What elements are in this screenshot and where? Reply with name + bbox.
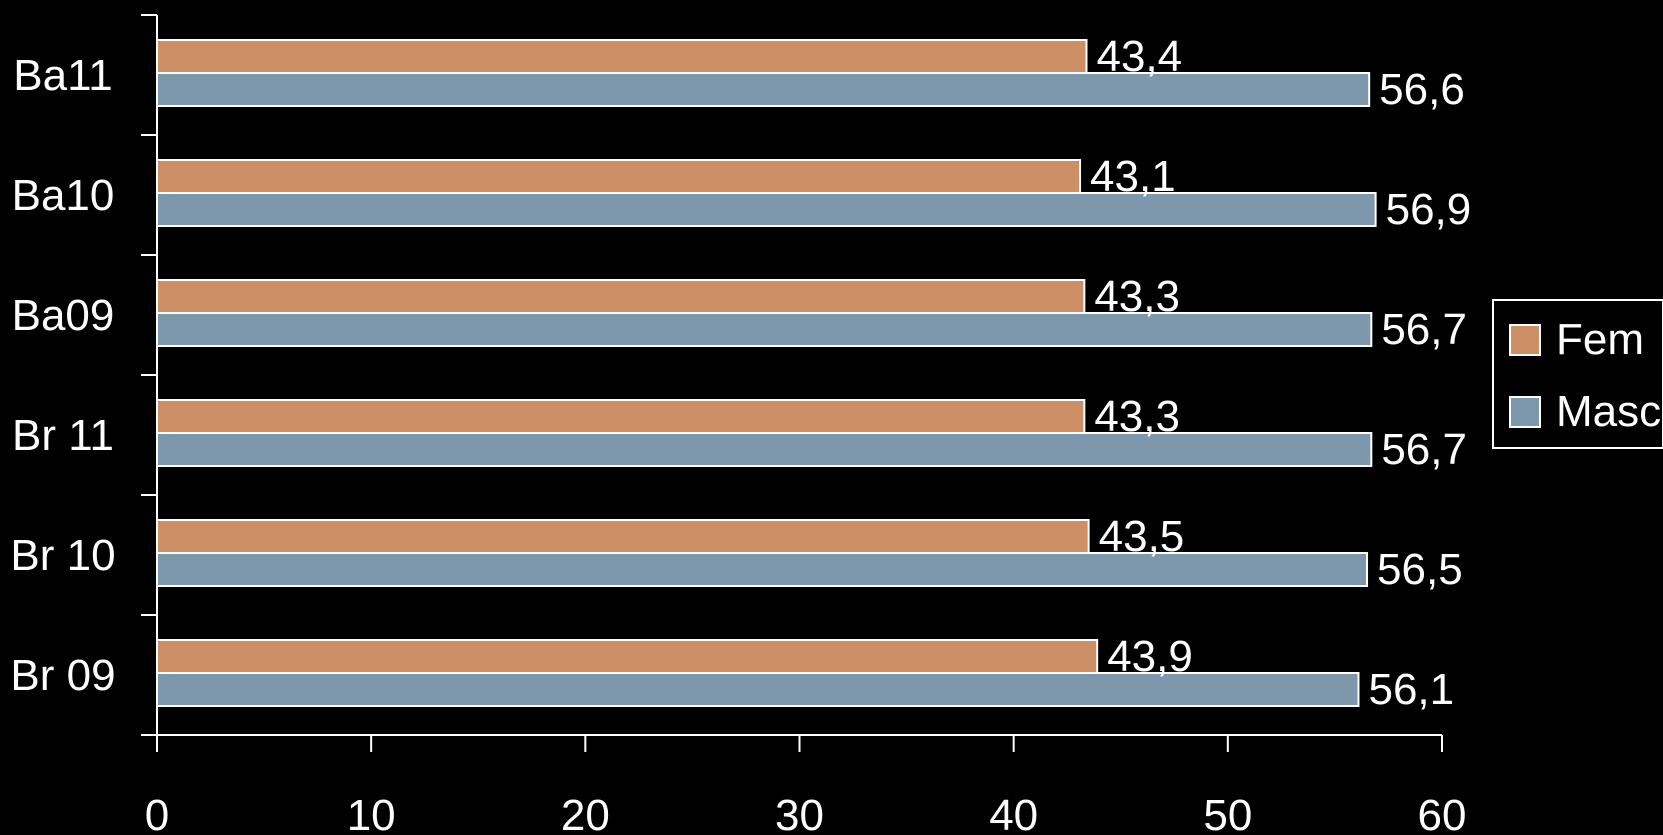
x-tick-label: 60 <box>1418 791 1467 835</box>
data-label: 56,9 <box>1386 185 1472 234</box>
bar-fem <box>156 39 1088 74</box>
bar-masc <box>156 432 1373 467</box>
x-tick-label: 50 <box>1203 791 1252 835</box>
bar-fem <box>156 279 1086 314</box>
data-label: 56,5 <box>1377 545 1463 594</box>
labels: Ba11 Ba10 Ba09 Br 11 Br 10 Br 09 43,4 56,6 43,1 5… <box>10 32 1471 714</box>
category-label: Br 10 <box>10 531 115 580</box>
category-label: Br 11 <box>12 411 114 460</box>
x-tick-label: 20 <box>561 791 610 835</box>
x-tick-label: 40 <box>989 791 1038 835</box>
legend: Fem Masc <box>1492 299 1663 449</box>
axes: 0 10 20 30 40 50 60 <box>141 14 1467 835</box>
bar-fem <box>156 639 1099 674</box>
legend-swatch-masc <box>1509 396 1541 428</box>
data-label: 43,9 <box>1107 632 1193 681</box>
x-tick-label: 30 <box>775 791 824 835</box>
bar-masc <box>156 672 1360 707</box>
data-label: 43,3 <box>1094 272 1180 321</box>
bars <box>156 39 1377 707</box>
bar-masc <box>156 192 1377 227</box>
category-label: Ba10 <box>12 171 115 220</box>
data-label: 43,1 <box>1090 152 1176 201</box>
legend-swatch-fem <box>1509 324 1541 356</box>
data-label: 43,5 <box>1099 512 1185 561</box>
bar-fem <box>156 159 1082 194</box>
bar-masc <box>156 72 1371 107</box>
bar-fem <box>156 519 1090 554</box>
data-label: 56,1 <box>1368 665 1454 714</box>
x-tick-label: 10 <box>347 791 396 835</box>
legend-box <box>1492 299 1663 449</box>
data-label: 43,4 <box>1096 32 1182 81</box>
legend-label-masc: Masc <box>1556 387 1661 436</box>
data-label: 56,7 <box>1381 305 1467 354</box>
category-label: Ba09 <box>12 291 115 340</box>
data-label: 56,7 <box>1381 425 1467 474</box>
category-label: Br 09 <box>10 651 115 700</box>
data-label: 56,6 <box>1379 65 1465 114</box>
data-label: 43,3 <box>1094 392 1180 441</box>
bar-masc <box>156 312 1373 347</box>
category-label: Ba11 <box>13 51 113 100</box>
bar-fem <box>156 399 1086 434</box>
x-tick-label: 0 <box>145 791 169 835</box>
bar-masc <box>156 552 1369 587</box>
legend-label-fem: Fem <box>1556 315 1644 364</box>
